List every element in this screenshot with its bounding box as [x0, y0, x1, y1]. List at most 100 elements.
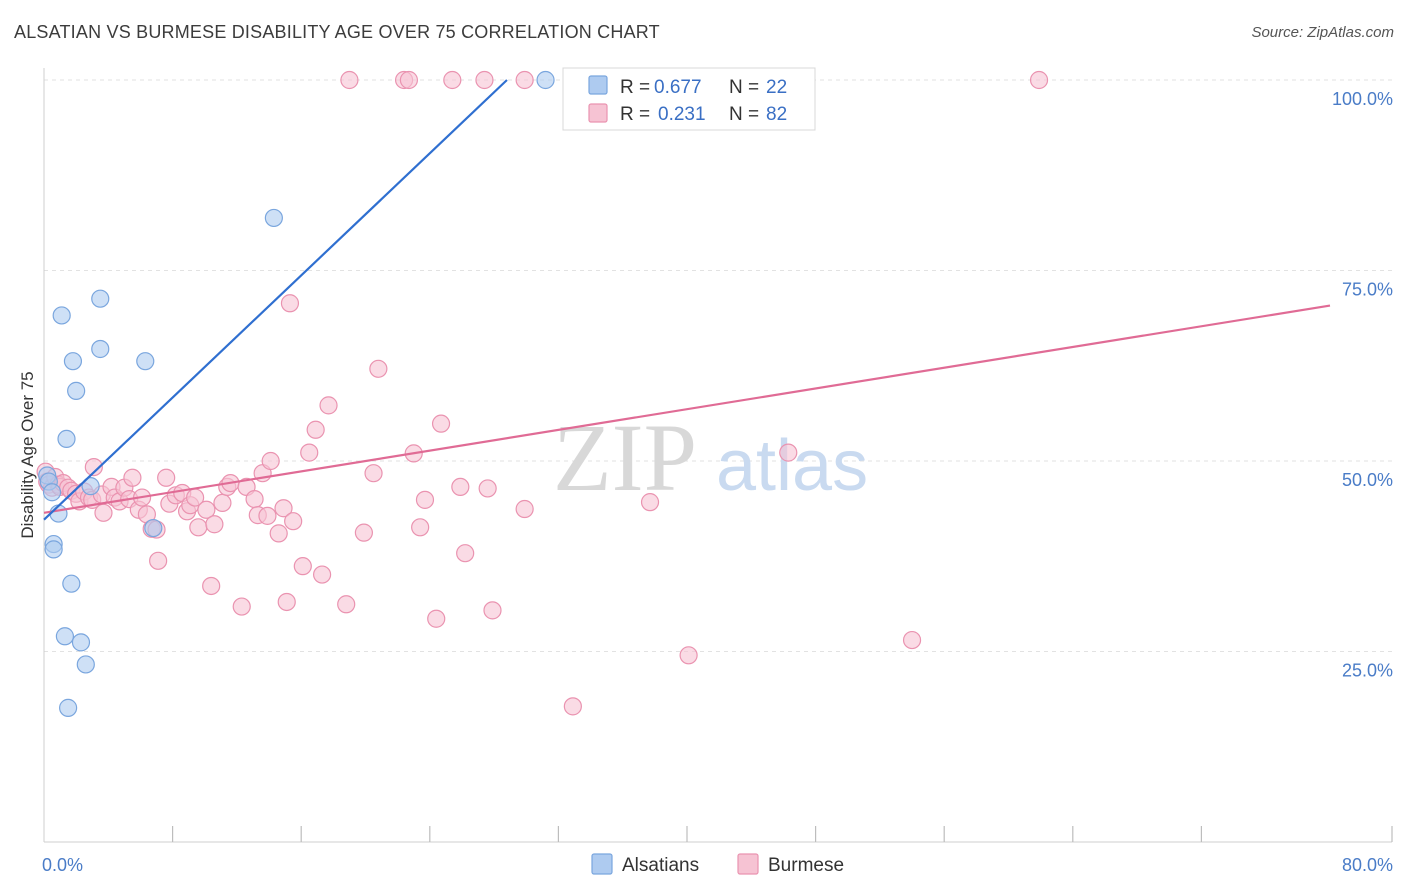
series-alsatians — [38, 70, 555, 717]
y-axis-title: Disability Age Over 75 — [18, 371, 37, 538]
y-tick-label: 25.0% — [1342, 661, 1393, 681]
alsatians-point — [264, 208, 283, 228]
alsatians-point — [55, 627, 74, 646]
burmese-point — [354, 523, 373, 542]
alsatians-point — [67, 381, 86, 400]
alsatians-point — [91, 289, 110, 308]
legend: R = 0.677 N = 22 R = 0.231 N = 82 — [562, 67, 816, 131]
y-tick-label: 50.0% — [1342, 470, 1393, 490]
burmese-point — [902, 630, 922, 650]
burmese-point — [640, 493, 660, 512]
burmese-point — [280, 294, 300, 313]
alsatians-point — [62, 574, 81, 593]
burmese-point — [399, 70, 419, 90]
burmese-point — [94, 503, 113, 522]
burmese-point — [456, 544, 475, 563]
legend-r-value-alsatians: 0.677 — [654, 77, 702, 98]
burmese-point — [277, 592, 296, 612]
burmese-point — [563, 697, 582, 716]
burmese-point — [274, 499, 293, 518]
burmese-point — [443, 70, 462, 90]
alsatians-point — [91, 339, 110, 359]
tick-labels: 25.0% 50.0% 75.0% 100.0% 0.0% 80.0% — [42, 89, 1393, 875]
legend-n-value-burmese: 82 — [766, 104, 787, 125]
burmese-point — [451, 477, 470, 497]
burmese-point — [415, 490, 435, 509]
burmese-point — [205, 515, 224, 534]
alsatians-point — [57, 429, 76, 449]
legend-n-label-alsatians: N = — [729, 77, 759, 98]
burmese-point — [258, 506, 277, 525]
legend-n-value-alsatians: 22 — [766, 77, 787, 98]
alsatians-point — [52, 306, 71, 325]
burmese-point — [369, 359, 388, 378]
burmese-point — [312, 565, 332, 584]
legend-n-label-burmese: N = — [729, 104, 759, 125]
bottom-legend-label-alsatians: Alsatians — [622, 855, 699, 876]
burmese-point — [123, 468, 142, 487]
alsatians-point — [44, 540, 63, 559]
alsatians-point — [63, 352, 83, 371]
burmese-point — [515, 70, 534, 90]
watermark: ZIP atlas — [553, 404, 868, 511]
alsatians-point — [136, 352, 155, 371]
burmese-point — [261, 451, 280, 471]
alsatians-point — [59, 698, 78, 717]
grid — [44, 79, 1392, 652]
legend-swatch-burmese — [588, 103, 608, 123]
burmese-point — [340, 70, 359, 90]
x-tick-label: 0.0% — [42, 855, 83, 875]
burmese-point — [197, 500, 216, 519]
legend-r-label-alsatians: R = — [620, 77, 650, 98]
alsatians-point — [81, 477, 100, 496]
alsatians-point — [42, 483, 62, 502]
alsatians-point — [49, 504, 68, 523]
burmese-point — [515, 499, 534, 519]
chart-source: Source: ZipAtlas.com — [1251, 24, 1394, 41]
burmese-point — [431, 414, 451, 433]
burmese-point — [84, 457, 103, 477]
watermark-atlas: atlas — [716, 426, 868, 506]
burmese-point — [232, 597, 251, 616]
bottom-legend-swatch-alsatians — [591, 853, 613, 875]
trendline-alsatians — [43, 79, 508, 521]
trendline-burmese — [43, 304, 1331, 514]
burmese-point — [1029, 70, 1049, 90]
bottom-legend-label-burmese: Burmese — [768, 855, 844, 876]
burmese-point — [293, 557, 312, 576]
trendlines — [43, 79, 1331, 521]
series-burmese — [36, 70, 1049, 716]
y-tick-label: 75.0% — [1342, 280, 1393, 300]
alsatians-point — [144, 518, 163, 538]
burmese-point — [284, 512, 303, 531]
burmese-point — [478, 479, 497, 498]
burmese-point — [427, 609, 446, 628]
burmese-point — [245, 490, 264, 509]
chart-title: ALSATIAN VS BURMESE DISABILITY AGE OVER … — [14, 22, 660, 42]
burmese-point — [189, 518, 208, 537]
axes — [43, 68, 1393, 843]
legend-swatch-alsatians — [588, 75, 608, 95]
watermark-zip: ZIP — [553, 404, 697, 511]
legend-r-label-burmese: R = — [620, 104, 650, 125]
burmese-point — [679, 646, 698, 665]
bottom-legend-swatch-burmese — [737, 853, 759, 875]
burmese-point — [306, 420, 325, 439]
y-tick-label: 100.0% — [1332, 89, 1393, 109]
alsatians-point — [71, 633, 91, 652]
bottom-legend: Alsatians Burmese — [591, 853, 844, 876]
burmese-point — [202, 576, 221, 596]
burmese-point — [364, 464, 383, 483]
burmese-point — [337, 595, 356, 614]
legend-r-value-burmese: 0.231 — [658, 104, 706, 125]
alsatians-point — [76, 655, 95, 674]
burmese-point — [300, 443, 319, 462]
alsatians-point — [536, 70, 555, 90]
burmese-point — [269, 524, 288, 543]
burmese-point — [475, 70, 494, 90]
burmese-point — [411, 518, 430, 537]
burmese-point — [157, 468, 176, 487]
burmese-point — [213, 493, 232, 513]
burmese-point — [483, 601, 502, 620]
